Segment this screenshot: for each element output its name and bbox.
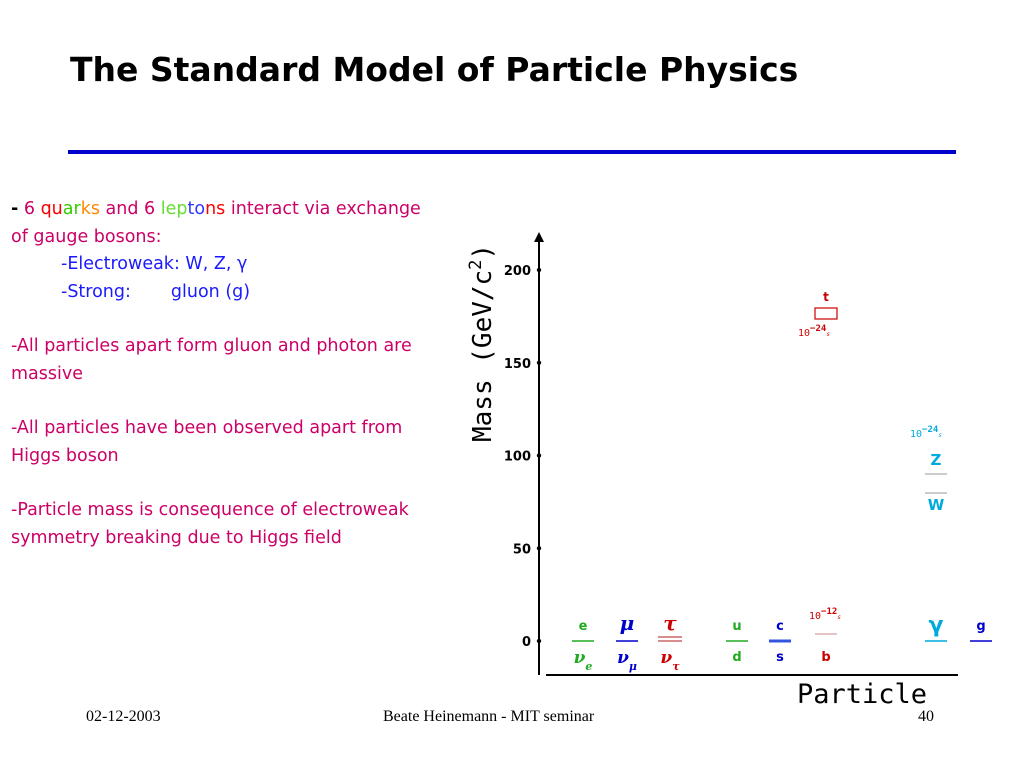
y-tick-mark <box>536 546 542 551</box>
bullet-3: -All particles have been observed apart … <box>11 418 403 466</box>
electroweak-line: -Electroweak: W, Z, γ <box>61 254 248 274</box>
bullet-1: - 6 quarks and 6 leptons interact via ex… <box>11 196 441 251</box>
bullet-list: - 6 quarks and 6 leptons interact via ex… <box>11 196 441 552</box>
quarks-part-3: ks <box>80 199 100 219</box>
y-tick-label: 200 <box>504 264 531 279</box>
footer-page: 40 <box>918 708 934 725</box>
y-tick-mark <box>536 638 542 644</box>
particle-label-g: g <box>976 619 985 634</box>
lifetime-label-b: 10−12s <box>809 607 841 622</box>
lifetime-label-t: 10−24s <box>798 324 830 339</box>
particle-label-c: c <box>776 619 784 634</box>
y-axis-label: Mass (GeV/c2) <box>466 244 498 442</box>
and-six: and 6 <box>105 199 156 219</box>
page-title: The Standard Model of Particle Physics <box>70 50 799 89</box>
leptons-part-2: to <box>187 199 206 219</box>
y-tick-mark <box>536 267 542 273</box>
leptons-part-3: ns <box>205 199 226 219</box>
particle-label-νμ: νμ <box>617 648 637 673</box>
y-tick-label: 100 <box>504 450 531 465</box>
particle-label-u: u <box>732 619 741 634</box>
x-axis-label: Particle <box>797 679 927 710</box>
bullet-2: -All particles apart form gluon and phot… <box>11 336 412 384</box>
y-tick-label: 50 <box>513 542 531 557</box>
y-axis-arrow <box>534 232 544 242</box>
y-tick-label: 150 <box>504 357 531 372</box>
bullet-1-rest: interact via exchange of gauge bosons: <box>11 199 421 247</box>
particle-label-ντ: ντ <box>660 648 680 673</box>
particle-label-νe: νe <box>574 648 593 673</box>
particle-label-W: W <box>928 496 945 514</box>
particle-t-marker <box>814 307 838 320</box>
y-tick-label: 0 <box>522 635 531 650</box>
particle-label-Z: Z <box>931 451 942 469</box>
particle-label-γ: γ <box>929 613 944 638</box>
footer-date: 02-12-2003 <box>86 708 161 725</box>
quarks-part-1: qu <box>40 199 63 219</box>
quark-count: 6 <box>23 199 35 219</box>
particle-label-μ: μ <box>620 611 635 635</box>
y-tick-mark <box>536 453 542 458</box>
leptons-part-1: lep <box>160 199 188 219</box>
particle-label-s: s <box>776 650 784 665</box>
leptons-word: leptons <box>161 199 226 219</box>
particle-label-τ: τ <box>663 611 677 635</box>
y-tick-mark <box>536 360 542 365</box>
particle-label-b: b <box>821 650 830 665</box>
lifetime-label-Z: 10−24s <box>910 425 942 440</box>
particle-label-t: t <box>823 290 829 304</box>
quarks-part-2: ar <box>62 199 81 219</box>
strong-value: gluon (g) <box>170 281 251 302</box>
quarks-word: quarks <box>41 199 100 219</box>
particle-label-d: d <box>732 650 741 665</box>
title-underline <box>68 150 956 154</box>
particle-label-e: e <box>579 619 588 634</box>
footer-center: Beate Heinemann - MIT seminar <box>383 708 595 725</box>
strong-label: -Strong: <box>61 281 131 302</box>
strong-line: -Strong: gluon (g) <box>11 279 441 307</box>
bullet-4: -Particle mass is consequence of electro… <box>11 500 409 548</box>
bullet-dash: - <box>11 199 19 219</box>
